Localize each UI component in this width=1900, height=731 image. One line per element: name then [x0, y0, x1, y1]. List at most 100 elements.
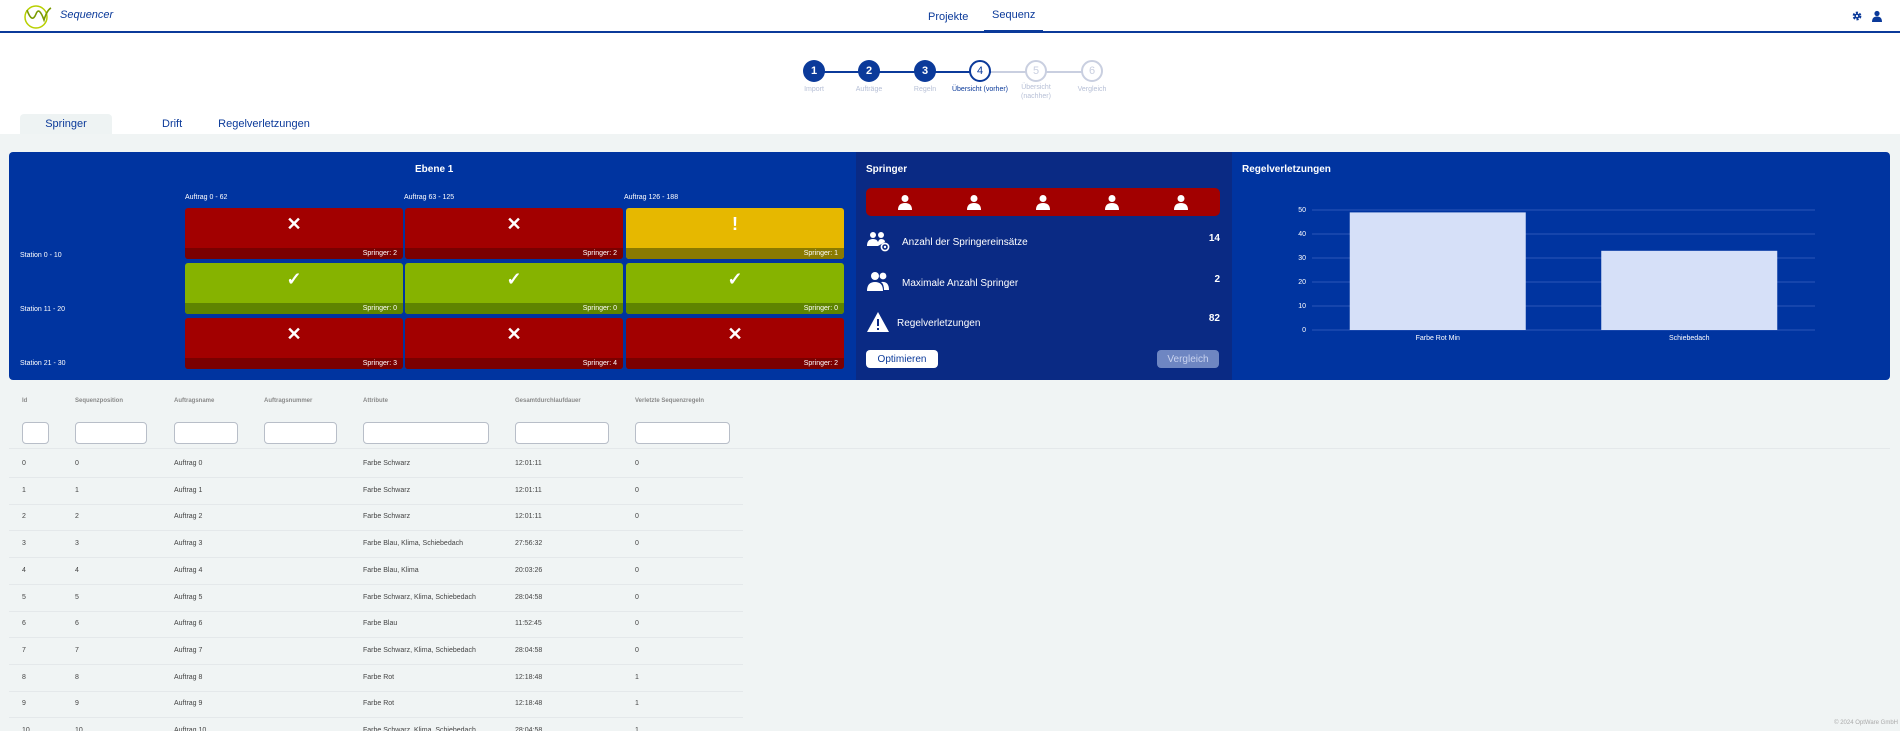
step-uebersicht-vorher[interactable]: 4 [969, 60, 991, 82]
stepper: 1 Import 2 Aufträge 3 Regeln 4 Übersicht… [0, 60, 1900, 110]
table-cell: 2 [22, 513, 26, 521]
top-bar: Sequencer Projekte Sequenz [0, 0, 1900, 33]
filter-input-sequenzposition[interactable] [75, 422, 147, 444]
heatmap-cell[interactable]: ✕ Springer: 3 [185, 318, 403, 369]
step-regeln[interactable]: 3 [914, 60, 936, 82]
column-header-verletzte-sequenzregeln[interactable]: Verletzte Sequenzregeln [635, 398, 705, 404]
table-row-divider [9, 503, 743, 505]
table-cell: Farbe Blau, Klima [363, 566, 419, 574]
step-label-auftraege: Aufträge [855, 86, 883, 93]
table-cell: Farbe Schwarz [363, 460, 411, 467]
column-label: Auftrag 63 - 125 [404, 194, 455, 201]
table-cell: 0 [635, 593, 639, 601]
row-label: Station 0 - 10 [20, 252, 62, 259]
stat-value: 2 [1214, 274, 1220, 285]
step-import[interactable]: 1 [803, 60, 825, 82]
user-icon[interactable] [1871, 10, 1883, 22]
table-cell: 3 [75, 540, 79, 548]
table-cell: Auftrag 1 [174, 486, 203, 494]
column-header-id[interactable]: Id [22, 398, 28, 404]
table-cell: 9 [75, 700, 79, 708]
table-cell: Auftrag 10 [174, 727, 207, 731]
table-cell: 0 [75, 460, 79, 467]
step-auftraege[interactable]: 2 [858, 60, 880, 82]
table-cell: Farbe Blau [363, 620, 398, 628]
heatmap-cell[interactable]: ✓ Springer: 0 [405, 263, 623, 314]
table-cell: 12:18:48 [515, 673, 543, 681]
filter-input-auftragsnummer[interactable] [264, 422, 337, 444]
table-row-divider [9, 583, 743, 585]
sequencer-logo-icon[interactable] [22, 2, 52, 30]
table-cell: 4 [75, 566, 79, 574]
table-cell: Farbe Schwarz [363, 486, 411, 494]
heatmap-cell[interactable]: ✕ Springer: 2 [626, 318, 844, 369]
cell-springer-count: Springer: 2 [405, 248, 623, 259]
table-row-divider [9, 663, 743, 665]
table-cell: 0 [635, 646, 639, 654]
stat-label: Regelverletzungen [897, 318, 981, 329]
cell-springer-count: Springer: 4 [405, 358, 623, 369]
table-cell: 7 [22, 646, 26, 654]
table-cell: 28:04:58 [515, 593, 543, 601]
filter-input-attribute[interactable] [363, 422, 489, 444]
tab-regelverletzungen[interactable]: Regelverletzungen [218, 118, 310, 130]
nav-sequenz[interactable]: Sequenz [984, 0, 1044, 33]
step-vergleich[interactable]: 6 [1081, 60, 1103, 82]
table-cell: 28:04:58 [515, 727, 543, 731]
column-header-auftragsnummer[interactable]: Auftragsnummer [264, 398, 313, 404]
regel-chart: 0 10 20 30 40 50 Farbe Rot Min Schiebedach [1298, 207, 1815, 342]
table-cell: 0 [635, 513, 639, 521]
step-uebersicht-nachher[interactable]: 5 [1025, 60, 1047, 82]
filter-input-gesamtdurchlaufdauer[interactable] [515, 422, 609, 444]
table-cell: 1 [635, 673, 639, 681]
table-cell: Farbe Schwarz, Klima, Schiebedach [363, 646, 476, 654]
table-cell: 1 [635, 700, 639, 708]
column-header-sequenzposition[interactable]: Sequenzposition [75, 398, 123, 404]
table-cell: 7 [75, 646, 79, 654]
table-cell: Farbe Blau, Klima, Schiebedach [363, 540, 463, 548]
cell-springer-count: Springer: 2 [626, 358, 844, 369]
column-header-attribute[interactable]: Attribute [363, 398, 388, 404]
table-row-divider [9, 477, 743, 478]
table-cell: 3 [22, 540, 26, 548]
heatmap-cell[interactable]: ✕ Springer: 4 [405, 318, 623, 369]
tab-drift[interactable]: Drift [162, 118, 183, 130]
table-cell: 1 [635, 727, 639, 731]
table-cell: 12:18:48 [515, 700, 543, 708]
y-tick-label: 20 [1298, 279, 1306, 286]
filter-input-id[interactable] [22, 422, 49, 444]
table-cell: 0 [635, 460, 639, 467]
tab-springer[interactable]: Springer [20, 114, 112, 134]
heatmap-cell[interactable]: ✕ Springer: 2 [405, 208, 623, 259]
table-cell: Farbe Rot [363, 673, 395, 681]
heatmap-cell[interactable]: ✕ Springer: 2 [185, 208, 403, 259]
nav-projekte[interactable]: Projekte [928, 10, 969, 23]
filter-input-verletzte-sequenzregeln[interactable] [635, 422, 730, 444]
column-label: Auftrag 0 - 62 [185, 194, 228, 201]
column-label: Auftrag 126 - 188 [624, 194, 679, 201]
table-cell: Auftrag 5 [174, 593, 203, 601]
heatmap-cell[interactable]: ! Springer: 1 [626, 208, 844, 259]
stat-label: Anzahl der Springereinsätze [902, 237, 1028, 248]
bar[interactable] [1601, 250, 1778, 330]
table-cell: 0 [635, 566, 639, 574]
column-header-auftragsname[interactable]: Auftragsname [174, 398, 215, 404]
heatmap-cell[interactable]: ✓ Springer: 0 [185, 263, 403, 314]
table-cell: Farbe Schwarz [363, 513, 411, 521]
table-cell: 6 [75, 620, 79, 628]
person-icon [967, 195, 981, 210]
table-cell: 11:52:45 [515, 620, 542, 628]
person-icon [1105, 195, 1119, 210]
optimize-button[interactable]: Optimieren [866, 350, 938, 368]
column-header-gesamtdurchlaufdauer[interactable]: Gesamtdurchlaufdauer [515, 398, 581, 404]
bar[interactable] [1349, 212, 1526, 330]
table-cell: Auftrag 4 [174, 566, 203, 574]
compare-button[interactable]: Vergleich [1157, 350, 1219, 368]
y-tick-label: 50 [1298, 207, 1306, 214]
check-icon: ✓ [727, 269, 743, 289]
stat-value: 82 [1208, 313, 1220, 324]
gear-icon[interactable] [1851, 10, 1863, 22]
filter-input-auftragsname[interactable] [174, 422, 238, 444]
x-tick-label: Farbe Rot Min [1416, 335, 1460, 342]
heatmap-cell[interactable]: ✓ Springer: 0 [626, 263, 844, 314]
